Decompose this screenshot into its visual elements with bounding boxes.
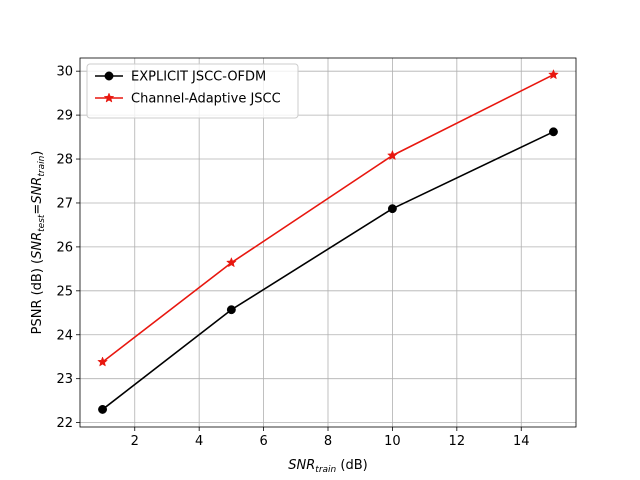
x-axis-label-sub: train — [315, 465, 336, 475]
series-line — [102, 131, 554, 411]
data-point-circle — [387, 204, 397, 214]
y-axis-label-sub-test: test — [37, 214, 47, 232]
x-tick-label: 10 — [384, 434, 401, 449]
x-axis-label: SNRtrain (dB) — [288, 458, 367, 475]
x-axis-label-snr: SNR — [288, 458, 315, 473]
data-point-circle — [226, 305, 236, 315]
y-tick-label: 28 — [56, 153, 73, 168]
y-axis-label-suffix: ) — [30, 151, 45, 156]
y-tick-label: 29 — [56, 109, 73, 124]
x-tick-label: 6 — [259, 434, 267, 449]
plot-frame — [79, 57, 577, 428]
x-tick-label: 14 — [513, 434, 530, 449]
y-tick-label: 26 — [56, 240, 73, 255]
y-axis-label-sub-train: train — [37, 155, 47, 176]
data-point-circle — [104, 71, 114, 81]
y-tick-label: 22 — [56, 416, 73, 431]
series-layer — [97, 69, 559, 414]
x-tick-label: 12 — [449, 434, 466, 449]
y-axis-label-equals: = — [30, 204, 45, 215]
y-axis-label-prefix: PSNR (dB) ( — [30, 259, 45, 335]
grid — [80, 58, 576, 427]
data-point-star — [103, 92, 115, 103]
data-point-star — [225, 257, 237, 268]
y-axis-label-snr-train: SNR — [30, 177, 45, 204]
x-axis-label-unit: (dB) — [336, 458, 367, 473]
y-tick-label: 25 — [56, 284, 73, 299]
legend-box — [86, 63, 299, 119]
data-point-star — [387, 149, 398, 161]
y-tick-label: 24 — [56, 328, 73, 343]
legend-entries: EXPLICIT JSCC-OFDM Channel-Adaptive JSCC — [95, 70, 281, 107]
x-tick-label: 8 — [324, 434, 332, 449]
y-tick-label: 23 — [56, 372, 73, 387]
data-point-star — [548, 69, 559, 80]
y-axis-label-snr-test: SNR — [30, 232, 45, 259]
data-point-circle — [98, 404, 107, 414]
legend: EXPLICIT JSCC-OFDM Channel-Adaptive JSCC — [86, 63, 299, 119]
series-channel-adaptive-jscc — [97, 69, 559, 367]
data-point-star — [97, 356, 108, 367]
legend-label: EXPLICIT JSCC-OFDM — [131, 70, 266, 85]
x-tick-label: 4 — [195, 434, 203, 449]
y-tick-label: 30 — [56, 65, 73, 80]
legend-label: Channel-Adaptive JSCC — [131, 92, 281, 107]
series-explicit-jscc-ofdm — [98, 127, 558, 414]
x-tick-label: 2 — [131, 434, 139, 449]
y-tick-label: 27 — [56, 196, 73, 211]
y-axis-label: PSNR (dB) (SNRtest=SNRtrain) — [30, 151, 47, 335]
data-point-circle — [549, 127, 558, 137]
series-line — [102, 73, 554, 363]
